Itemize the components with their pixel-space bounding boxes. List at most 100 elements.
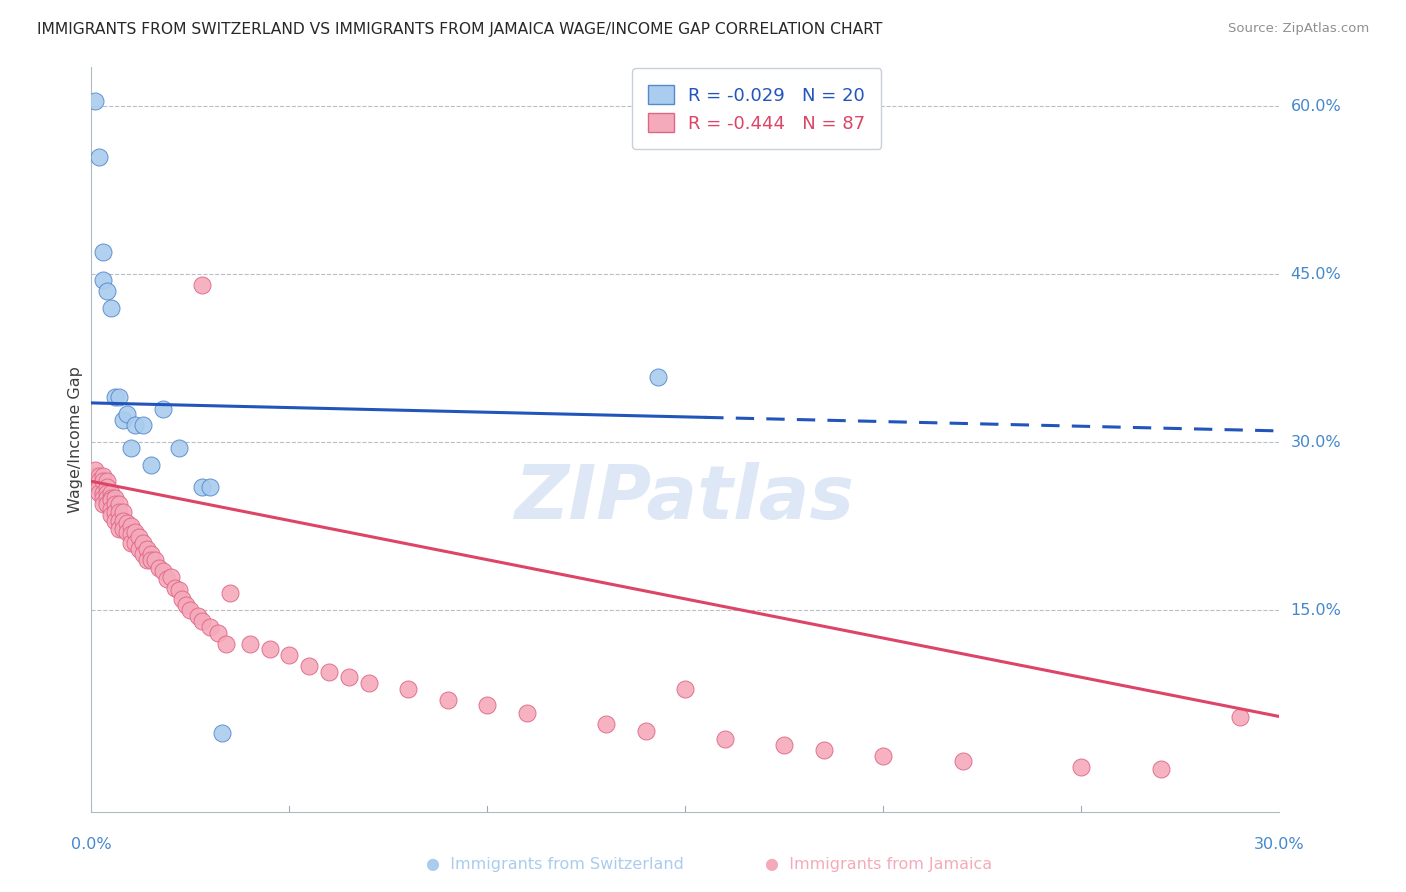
Point xyxy=(96,497,118,511)
Point xyxy=(318,665,340,679)
Point xyxy=(200,480,222,494)
Point xyxy=(191,278,214,293)
Text: 45.0%: 45.0% xyxy=(1291,267,1341,282)
Point xyxy=(120,519,142,533)
Point xyxy=(115,516,138,530)
Text: Source: ZipAtlas.com: Source: ZipAtlas.com xyxy=(1229,22,1369,36)
Point xyxy=(115,524,138,539)
Point xyxy=(516,706,538,721)
Point xyxy=(112,514,135,528)
Point xyxy=(104,497,127,511)
Point xyxy=(135,552,157,566)
Text: 15.0%: 15.0% xyxy=(1291,603,1341,617)
Point xyxy=(357,676,380,690)
Text: 0.0%: 0.0% xyxy=(72,837,111,852)
Point xyxy=(211,726,233,740)
Point xyxy=(278,648,301,662)
Point xyxy=(239,637,262,651)
Point xyxy=(84,475,107,489)
Point xyxy=(337,670,360,684)
Point xyxy=(91,475,114,489)
Point xyxy=(100,493,122,508)
Point xyxy=(89,468,111,483)
Text: IMMIGRANTS FROM SWITZERLAND VS IMMIGRANTS FROM JAMAICA WAGE/INCOME GAP CORRELATI: IMMIGRANTS FROM SWITZERLAND VS IMMIGRANT… xyxy=(37,22,882,37)
Point xyxy=(436,692,458,706)
Point xyxy=(120,536,142,550)
Text: 60.0%: 60.0% xyxy=(1291,99,1341,113)
Point xyxy=(259,642,281,657)
Point xyxy=(167,582,190,597)
Point xyxy=(112,504,135,518)
Point xyxy=(120,441,142,455)
Point xyxy=(132,536,155,550)
Point xyxy=(1070,760,1092,774)
Point xyxy=(152,564,174,578)
Point xyxy=(298,659,321,673)
Legend: R = -0.029   N = 20, R = -0.444   N = 87: R = -0.029 N = 20, R = -0.444 N = 87 xyxy=(633,69,882,149)
Point xyxy=(139,547,162,561)
Point xyxy=(104,491,127,505)
Point xyxy=(91,273,114,287)
Point xyxy=(100,485,122,500)
Point xyxy=(89,475,111,489)
Point xyxy=(84,94,107,108)
Point xyxy=(172,591,194,606)
Point xyxy=(191,615,214,629)
Point xyxy=(132,547,155,561)
Point xyxy=(200,620,222,634)
Point xyxy=(152,401,174,416)
Point xyxy=(396,681,419,696)
Point xyxy=(112,523,135,537)
Point xyxy=(207,625,229,640)
Point xyxy=(1150,762,1173,776)
Point xyxy=(100,491,122,505)
Point xyxy=(179,603,201,617)
Point xyxy=(112,413,135,427)
Text: 30.0%: 30.0% xyxy=(1254,837,1305,852)
Point xyxy=(139,552,162,566)
Point xyxy=(108,497,131,511)
Point xyxy=(191,480,214,494)
Point xyxy=(108,514,131,528)
Point xyxy=(91,497,114,511)
Point xyxy=(104,390,127,404)
Point xyxy=(96,485,118,500)
Point xyxy=(135,541,157,556)
Point xyxy=(84,468,107,483)
Point xyxy=(673,681,696,696)
Point xyxy=(872,748,894,763)
Point xyxy=(132,418,155,433)
Point xyxy=(91,468,114,483)
Point xyxy=(187,608,209,623)
Point xyxy=(163,581,186,595)
Point xyxy=(108,390,131,404)
Point xyxy=(167,441,190,455)
Text: 30.0%: 30.0% xyxy=(1291,434,1341,450)
Point xyxy=(714,731,737,746)
Point xyxy=(100,508,122,522)
Point xyxy=(104,504,127,518)
Point xyxy=(124,418,146,433)
Point xyxy=(952,754,974,768)
Point xyxy=(91,244,114,259)
Point xyxy=(89,480,111,494)
Point xyxy=(104,514,127,528)
Point xyxy=(477,698,499,713)
Point xyxy=(91,485,114,500)
Point xyxy=(124,536,146,550)
Point xyxy=(108,504,131,518)
Point xyxy=(219,586,242,600)
Point xyxy=(89,485,111,500)
Point xyxy=(148,560,170,574)
Point xyxy=(773,738,796,752)
Text: ●  Immigrants from Switzerland: ● Immigrants from Switzerland xyxy=(426,857,685,872)
Point xyxy=(128,530,150,544)
Point xyxy=(89,149,111,163)
Y-axis label: Wage/Income Gap: Wage/Income Gap xyxy=(67,366,83,513)
Point xyxy=(100,301,122,315)
Point xyxy=(156,572,179,586)
Point xyxy=(595,717,617,731)
Point xyxy=(159,569,181,583)
Point xyxy=(143,552,166,566)
Point xyxy=(96,480,118,494)
